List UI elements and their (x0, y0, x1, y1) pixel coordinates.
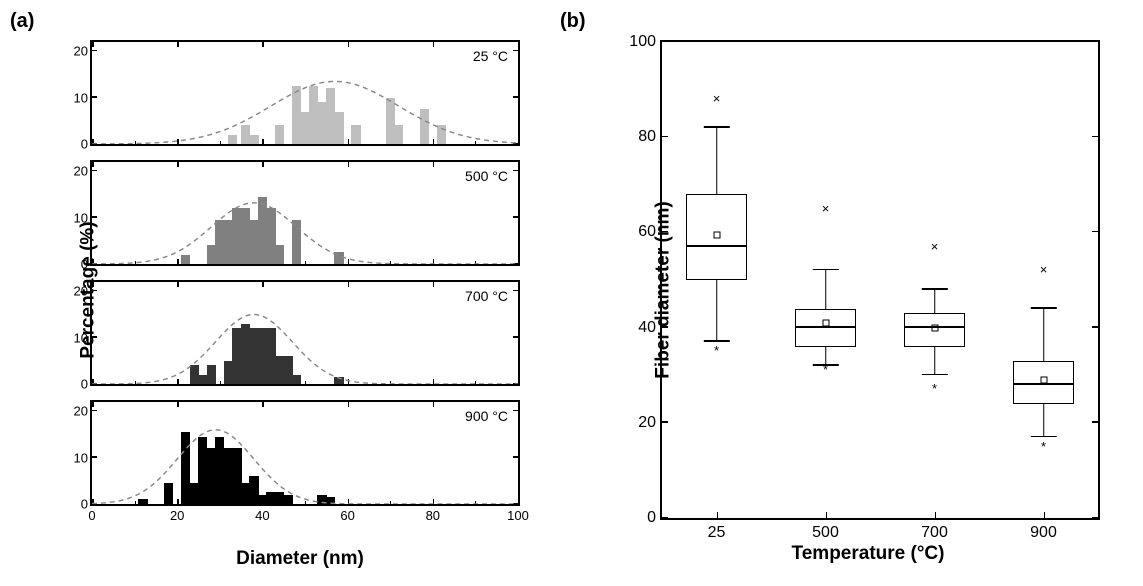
histogram-bar (292, 375, 301, 384)
histogram-bar (334, 112, 343, 144)
y-tick-label: 10 (74, 210, 88, 225)
y-tick-label: 0 (81, 377, 88, 392)
histogram-bar (326, 497, 335, 504)
y-tick-label: 100 (629, 33, 656, 51)
y-tick-label: 20 (74, 44, 88, 59)
x-tick-label: 40 (255, 508, 269, 523)
histogram-subplot: 01020500 °C (90, 160, 520, 266)
histogram-bar (249, 135, 258, 144)
y-tick-label: 10 (74, 450, 88, 465)
x-tick-label: 80 (426, 508, 440, 523)
histogram-subplot: 0102025 °C (90, 40, 520, 146)
temperature-label: 25 °C (473, 48, 508, 64)
panel-a: (a) Percentage (%) 0102025 °C01020500 °C… (10, 10, 540, 570)
figure: (a) Percentage (%) 0102025 °C01020500 °C… (10, 10, 1133, 576)
histogram-bar (138, 499, 147, 504)
y-tick-label: 60 (638, 223, 656, 241)
y-tick-label: 0 (81, 257, 88, 272)
panel-b-label: (b) (560, 10, 586, 33)
histogram-bar (207, 365, 216, 384)
panel-b: (b) Fiber diameter (nm) 02040608010025*×… (560, 10, 1120, 570)
panel-a-stack: 0102025 °C 01020500 °C 01020700 °C 01020020… (90, 40, 520, 540)
x-tick-label: 100 (507, 508, 529, 523)
histogram-bar (181, 255, 190, 264)
y-tick-label: 10 (74, 330, 88, 345)
x-tick-label: 60 (340, 508, 354, 523)
y-tick-label: 0 (81, 497, 88, 512)
x-tick-label: 700 (921, 524, 948, 542)
y-tick-label: 20 (74, 284, 88, 299)
temperature-label: 700 °C (465, 288, 508, 304)
y-tick-label: 80 (638, 128, 656, 146)
y-tick-label: 0 (647, 509, 656, 527)
y-tick-label: 40 (638, 319, 656, 337)
histogram-bar (420, 109, 429, 144)
histogram-bar (283, 495, 292, 504)
histogram-bar (292, 220, 301, 264)
temperature-label: 900 °C (465, 408, 508, 424)
y-tick-label: 10 (74, 90, 88, 105)
x-tick-label: 20 (170, 508, 184, 523)
histogram-bar (394, 125, 403, 144)
x-tick-label: 0 (88, 508, 95, 523)
y-tick-label: 20 (74, 164, 88, 179)
panel-b-plotarea: 02040608010025*×500*×700*×900*× (660, 40, 1100, 520)
histogram-bar (334, 377, 343, 384)
histogram-bar (164, 483, 173, 504)
x-tick-label: 500 (812, 524, 839, 542)
x-tick-label: 900 (1030, 524, 1057, 542)
histogram-bar (351, 125, 360, 144)
temperature-label: 500 °C (465, 168, 508, 184)
y-tick-label: 20 (74, 404, 88, 419)
histogram-bar (275, 245, 284, 264)
histogram-bar (275, 125, 284, 144)
panel-b-xlabel: Temperature (°C) (792, 543, 945, 565)
histogram-subplot: 01020700 °C (90, 280, 520, 386)
panel-a-label: (a) (10, 10, 34, 33)
histogram-bar (437, 125, 446, 144)
histogram-bar (334, 252, 343, 264)
histogram-bar (228, 135, 237, 144)
y-tick-label: 20 (638, 414, 656, 432)
histogram-subplot: 01020020406080100900 °C (90, 400, 520, 506)
x-tick-label: 25 (708, 524, 726, 542)
y-tick-label: 0 (81, 137, 88, 152)
panel-a-xlabel: Diameter (nm) (236, 548, 364, 570)
